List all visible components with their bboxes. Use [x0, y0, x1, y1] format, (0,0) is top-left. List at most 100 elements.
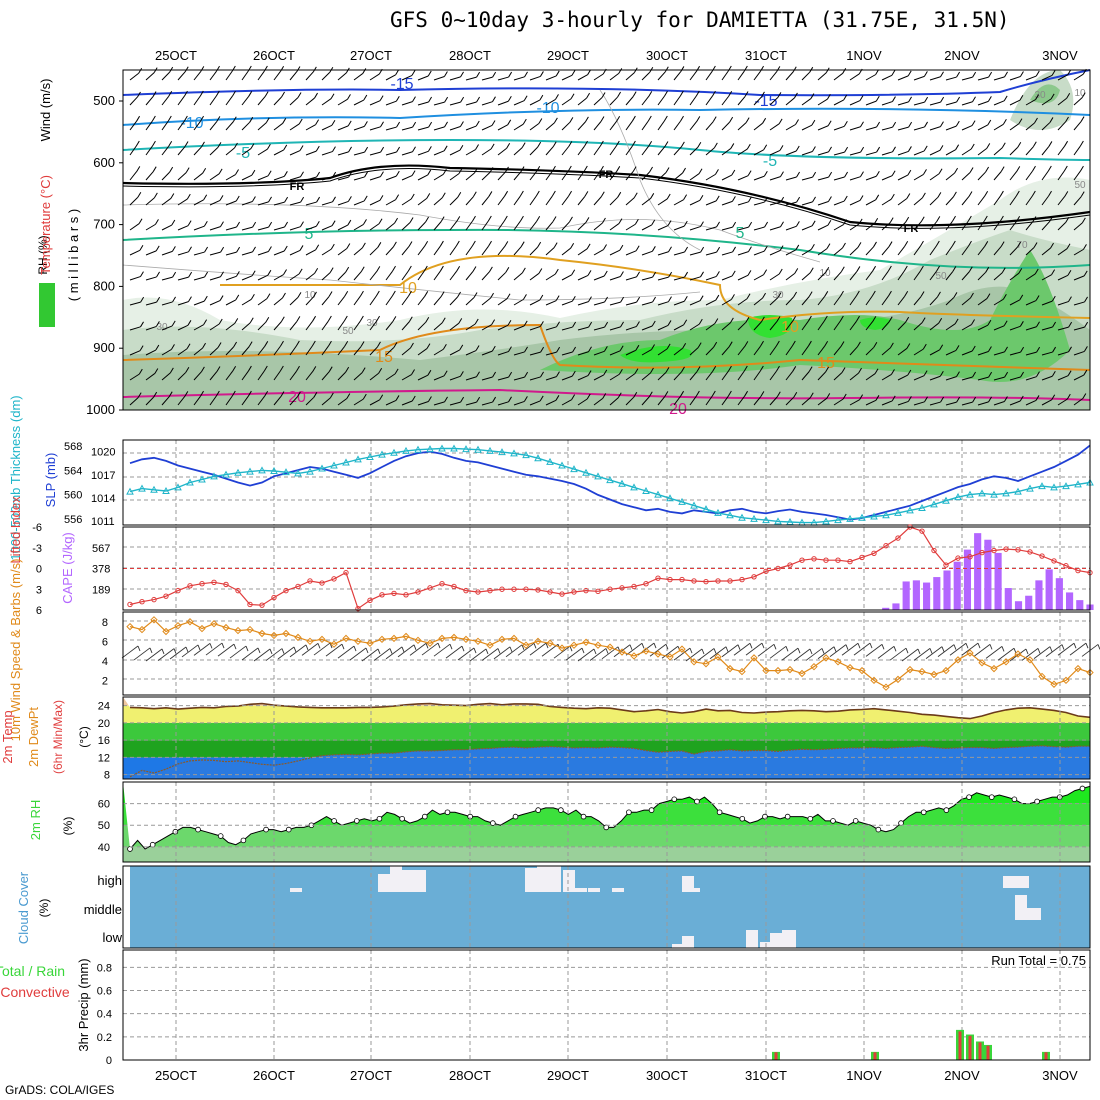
wind-barb-flag	[1000, 241, 1005, 247]
wind-barb-10m	[769, 645, 787, 659]
li-tick: 6	[36, 605, 42, 617]
wind-barb	[817, 98, 828, 106]
wind-barb	[817, 176, 829, 181]
wind-speed-marker	[1026, 656, 1034, 664]
wind-barb-flag	[648, 391, 653, 398]
wind-barb-flag	[731, 270, 736, 277]
wind-barb-flag	[876, 146, 881, 153]
wind-barb	[737, 395, 745, 406]
wind-speed-marker	[750, 654, 758, 662]
wind-barb-flag	[555, 94, 559, 100]
wind-barb	[321, 176, 333, 181]
wind-barb	[753, 122, 763, 131]
wind-barb-flag	[732, 221, 737, 228]
lifted-index-marker	[547, 589, 553, 595]
wind-barb-flag	[940, 71, 944, 78]
wind-barb-flag	[1048, 216, 1053, 223]
wind-barb	[641, 120, 649, 131]
wind-barb	[577, 326, 589, 331]
wind-barb-flag	[763, 170, 768, 177]
wind-barb	[1025, 146, 1034, 156]
wind-barb-flag	[780, 171, 784, 177]
wind-barb	[961, 376, 973, 381]
wind-barb	[257, 175, 269, 181]
wind-barb-flag	[828, 196, 832, 202]
wind-barb	[209, 199, 221, 206]
wind-barb-flag	[888, 241, 893, 247]
wind-barb	[721, 226, 733, 231]
wind-barb	[593, 326, 605, 331]
wind-barb-10m-flag	[293, 646, 297, 653]
wind-barb-flag	[460, 71, 464, 78]
wind-barb-flag	[138, 67, 143, 74]
wind-barb	[193, 371, 202, 381]
wind-barb	[609, 72, 620, 81]
wind-barb-flag	[1067, 370, 1072, 376]
wind-barb	[273, 250, 285, 256]
wind-barb	[625, 349, 637, 356]
wind-barb	[929, 270, 937, 281]
wind-barb	[913, 296, 922, 306]
wind-barb-flag	[247, 365, 252, 372]
wind-barb-flag	[424, 240, 429, 247]
wind-barb	[625, 96, 634, 106]
wind-barb-10m	[625, 642, 643, 656]
wind-barb	[513, 351, 525, 356]
wind-barb	[497, 195, 505, 206]
precip-tick: 0.2	[97, 1032, 112, 1044]
wind-barb-flag	[264, 341, 269, 347]
wind-barb-flag	[698, 318, 703, 325]
wind-barb	[529, 75, 541, 81]
wind-speed-marker	[402, 632, 410, 641]
wind-barb	[1073, 374, 1085, 381]
wind-barb-flag	[474, 318, 479, 325]
wind-barb-flag	[732, 246, 736, 253]
wind-barb-flag	[218, 168, 223, 175]
wind-barb	[753, 70, 761, 81]
wind-barb-flag	[184, 90, 188, 97]
wind-barb-flag	[378, 367, 383, 374]
wind-barb	[833, 271, 842, 281]
thickness-marker	[546, 457, 554, 465]
wind-barb-flag	[698, 168, 703, 174]
wind-barb-flag	[376, 266, 381, 272]
wind-barb	[705, 147, 715, 156]
wind-barb	[1073, 222, 1083, 231]
wind-barb-flag	[347, 120, 352, 127]
wind-barb-flag	[139, 245, 144, 251]
wind-speed-marker	[942, 666, 950, 675]
rh-tick: 50	[98, 820, 110, 832]
isotherm-line	[122, 228, 1091, 269]
wind-barb-flag	[696, 366, 701, 372]
wind-barb-flag	[731, 294, 735, 300]
thickness-marker	[642, 486, 650, 494]
wind-barb-flag	[379, 195, 384, 201]
wind-barb-flag	[986, 293, 991, 299]
wind-barb-flag	[779, 145, 784, 151]
wind-barb	[1009, 376, 1021, 381]
wind-barb-flag	[1047, 165, 1052, 172]
wind-barb	[545, 300, 557, 306]
wind-barb-flag	[394, 217, 398, 224]
wind-barb-10m-flag	[965, 643, 969, 649]
wind-barb	[881, 175, 893, 181]
wind-barb-flag	[617, 91, 622, 98]
date-tick-top: 2NOV	[944, 48, 980, 63]
wind-barb	[801, 98, 812, 106]
lifted-index-marker	[859, 554, 865, 561]
wind-barb-10m	[841, 642, 859, 656]
wind-barb	[721, 346, 730, 356]
wind-barb	[209, 371, 218, 381]
wind-barb-flag	[906, 193, 911, 199]
wind-barb-flag	[632, 91, 637, 97]
wind-barb	[945, 323, 956, 331]
wind-barb	[993, 246, 1002, 256]
wind-barb-flag	[811, 146, 816, 152]
rh-marker	[626, 809, 632, 816]
wind-barb	[1073, 275, 1085, 281]
wind-barb	[417, 374, 429, 381]
wind-barb-flag	[952, 191, 957, 198]
wind-barb	[721, 174, 733, 181]
lifted-index-marker	[823, 557, 829, 563]
wind-barb	[769, 370, 777, 381]
